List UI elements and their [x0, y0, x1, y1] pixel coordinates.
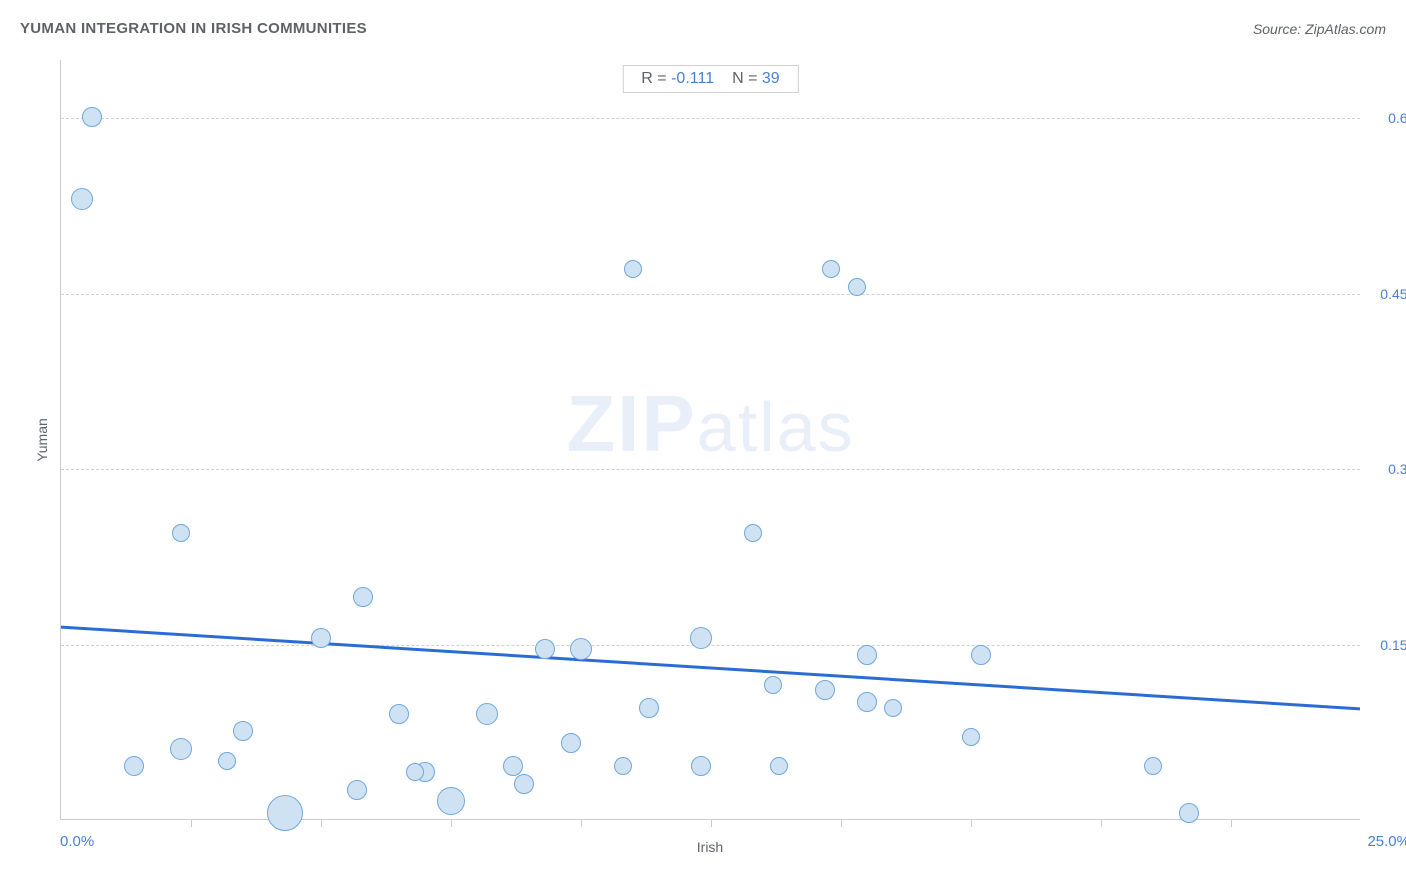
data-point	[1179, 803, 1199, 823]
data-point	[822, 260, 840, 278]
data-point	[476, 703, 498, 725]
n-stat: N = 39	[732, 70, 780, 88]
data-point	[624, 260, 642, 278]
gridline	[61, 469, 1360, 470]
watermark-bold: ZIP	[566, 379, 696, 468]
x-min-label: 0.0%	[60, 833, 94, 850]
data-point	[962, 728, 980, 746]
plot-region: ZIPatlas 0.15%0.3%0.45%0.6% R = -0.111 N…	[60, 60, 1360, 820]
data-point	[311, 628, 331, 648]
data-point	[353, 587, 373, 607]
y-tick-label: 0.3%	[1365, 461, 1406, 477]
x-max-label: 25.0%	[1367, 833, 1406, 850]
x-tick	[451, 819, 452, 827]
data-point	[764, 676, 782, 694]
x-tick	[191, 819, 192, 827]
data-point	[347, 780, 367, 800]
data-point	[437, 787, 465, 815]
n-value: 39	[762, 70, 780, 87]
data-point	[71, 188, 93, 210]
x-tick	[321, 819, 322, 827]
source-attribution: Source: ZipAtlas.com	[1253, 21, 1386, 37]
watermark-light: atlas	[697, 388, 855, 466]
y-axis-title: Yuman	[34, 418, 50, 462]
chart-title: YUMAN INTEGRATION IN IRISH COMMUNITIES	[20, 20, 367, 37]
data-point	[124, 756, 144, 776]
r-value: -0.111	[671, 70, 714, 87]
data-point	[614, 757, 632, 775]
data-point	[770, 757, 788, 775]
data-point	[389, 704, 409, 724]
data-point	[857, 692, 877, 712]
x-tick	[971, 819, 972, 827]
data-point	[1144, 757, 1162, 775]
data-point	[570, 638, 592, 660]
data-point	[172, 524, 190, 542]
data-point	[218, 752, 236, 770]
data-point	[82, 107, 102, 127]
n-label: N =	[732, 70, 757, 87]
data-point	[170, 738, 192, 760]
x-tick	[711, 819, 712, 827]
x-tick	[841, 819, 842, 827]
data-point	[561, 733, 581, 753]
watermark: ZIPatlas	[566, 378, 854, 470]
data-point	[690, 627, 712, 649]
gridline	[61, 118, 1360, 119]
data-point	[514, 774, 534, 794]
data-point	[639, 698, 659, 718]
stats-box: R = -0.111 N = 39	[622, 65, 798, 93]
y-tick-label: 0.6%	[1365, 110, 1406, 126]
data-point	[691, 756, 711, 776]
header: YUMAN INTEGRATION IN IRISH COMMUNITIES S…	[20, 20, 1386, 37]
x-axis-title: Irish	[697, 839, 723, 855]
r-stat: R = -0.111	[641, 70, 714, 88]
data-point	[744, 524, 762, 542]
data-point	[233, 721, 253, 741]
chart-area: ZIPatlas 0.15%0.3%0.45%0.6% R = -0.111 N…	[60, 60, 1360, 820]
trend-line	[61, 60, 1360, 819]
data-point	[815, 680, 835, 700]
y-tick-label: 0.15%	[1365, 637, 1406, 653]
x-tick	[1101, 819, 1102, 827]
data-point	[857, 645, 877, 665]
gridline	[61, 645, 1360, 646]
data-point	[267, 795, 303, 831]
data-point	[884, 699, 902, 717]
y-tick-label: 0.45%	[1365, 286, 1406, 302]
data-point	[535, 639, 555, 659]
data-point	[406, 763, 424, 781]
x-tick	[581, 819, 582, 827]
data-point	[971, 645, 991, 665]
x-tick	[1231, 819, 1232, 827]
data-point	[848, 278, 866, 296]
r-label: R =	[641, 70, 666, 87]
gridline	[61, 294, 1360, 295]
